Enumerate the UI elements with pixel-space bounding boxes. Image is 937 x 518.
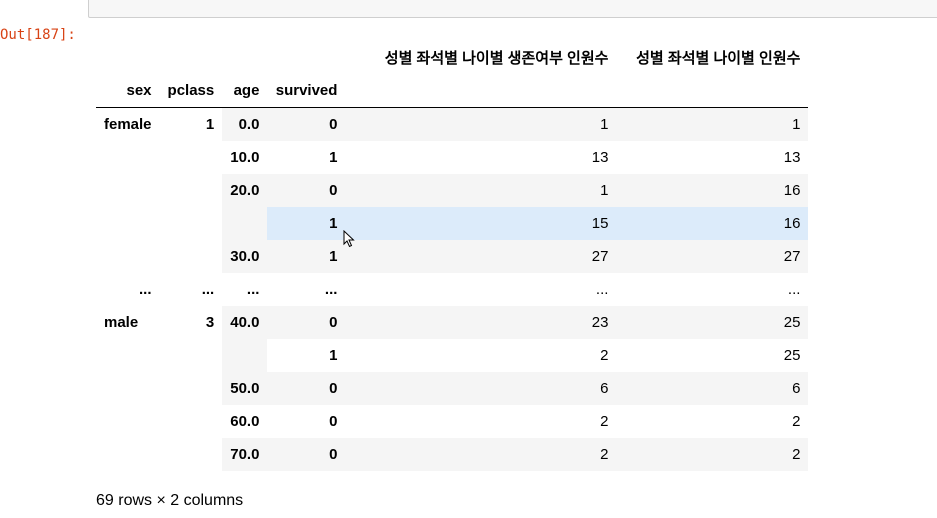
mouse-pointer-icon [343,229,355,253]
index-name-age: age [222,74,268,108]
cell-value: 2 [792,413,801,430]
index-sex: female [96,107,160,273]
cell-value: 15 [345,207,617,240]
output-prompt: Out[187]: [0,27,76,43]
table-row: 20.0 0 1 16 [96,174,809,240]
index-survived: 0 [267,107,346,141]
header-spacer [96,41,160,74]
index-name-row: sex pclass age survived [96,74,809,108]
cell-value: 2 [616,438,809,471]
index-sex: ... [96,273,160,306]
table-row: 50.0 0 6 6 [96,372,809,405]
index-name-sex: sex [96,74,160,108]
index-survived: 0 [267,174,346,207]
index-age: 30.0 [222,240,268,273]
code-input-cell[interactable]: in.df [88,0,937,18]
cell-value: 25 [616,306,809,339]
cell-value: 13 [783,149,801,166]
index-survived: 0 [267,306,346,339]
index-pclass: ... [159,273,223,306]
index-survived: 1 [267,141,346,174]
column-header-row: 성별 좌석별 나이별 생존여부 인원수 성별 좌석별 나이별 인원수 [96,41,808,74]
table-row: female 1 0.0 0 1 1 [96,107,809,273]
index-name-pclass: pclass [159,74,223,108]
index-age: 60.0 [222,405,268,438]
cell-value: 1 [345,174,617,207]
cell-value: 1 [345,107,617,141]
cell-value: ... [787,281,801,298]
index-age: 50.0 [222,372,268,405]
index-survived: 1 [267,240,346,273]
cell-value: 6 [345,372,617,405]
table-row-hovered[interactable]: 1 15 16 [96,207,809,240]
table-row-ellipsis: ... ... ... ... ... ... [96,273,808,306]
cell-value: 6 [616,372,809,405]
cell-value: 27 [345,240,617,273]
index-survived: 0 [267,405,346,438]
cell-value: 2 [345,438,617,471]
code-text: in.df [97,0,136,4]
cell-value: 16 [616,207,809,240]
index-survived: 0 [267,372,346,405]
header-spacer [267,41,345,74]
dataframe-table: 성별 좌석별 나이별 생존여부 인원수 성별 좌석별 나이별 인원수 sex p… [96,41,809,471]
header-spacer [160,41,223,74]
cell-value: 25 [783,347,801,364]
table-row: male 3 40.0 0 23 25 [96,306,809,471]
table-row: 70.0 0 2 2 [96,438,809,471]
table-row: 60.0 0 2 2 [96,405,808,438]
index-age: 10.0 [222,141,268,174]
index-sex: male [96,306,160,471]
cell-value: 27 [616,240,809,273]
index-age: 20.0 [222,174,268,240]
column-header-count: 성별 좌석별 나이별 인원수 [636,50,801,67]
table-row: 30.0 1 27 27 [96,240,809,273]
index-survived: ... [267,273,346,306]
cell-value: 23 [345,306,617,339]
cell-value: 2 [600,413,609,430]
index-survived: 0 [267,438,346,471]
index-name-survived: survived [267,74,346,108]
table-row: 10.0 1 13 13 [96,141,808,174]
header-spacer [345,74,617,108]
row-count-summary: 69 rows × 2 columns [96,492,244,509]
index-pclass: 3 [159,306,223,471]
index-age: 40.0 [222,306,268,372]
index-age: 0.0 [222,107,268,141]
column-header-survived-count: 성별 좌석별 나이별 생존여부 인원수 [384,50,609,67]
cell-value: ... [595,281,609,298]
index-age: ... [222,273,268,306]
index-survived: 1 [267,207,346,240]
cell-value: 1 [616,107,809,141]
cell-value: 16 [616,174,809,207]
header-spacer [616,74,809,108]
index-pclass: 1 [159,107,223,273]
index-survived: 1 [267,339,346,372]
cell-value: 2 [600,347,609,364]
table-row: 1 2 25 [96,339,808,372]
header-spacer [222,41,267,74]
cell-value: 13 [591,149,609,166]
index-age: 70.0 [222,438,268,471]
